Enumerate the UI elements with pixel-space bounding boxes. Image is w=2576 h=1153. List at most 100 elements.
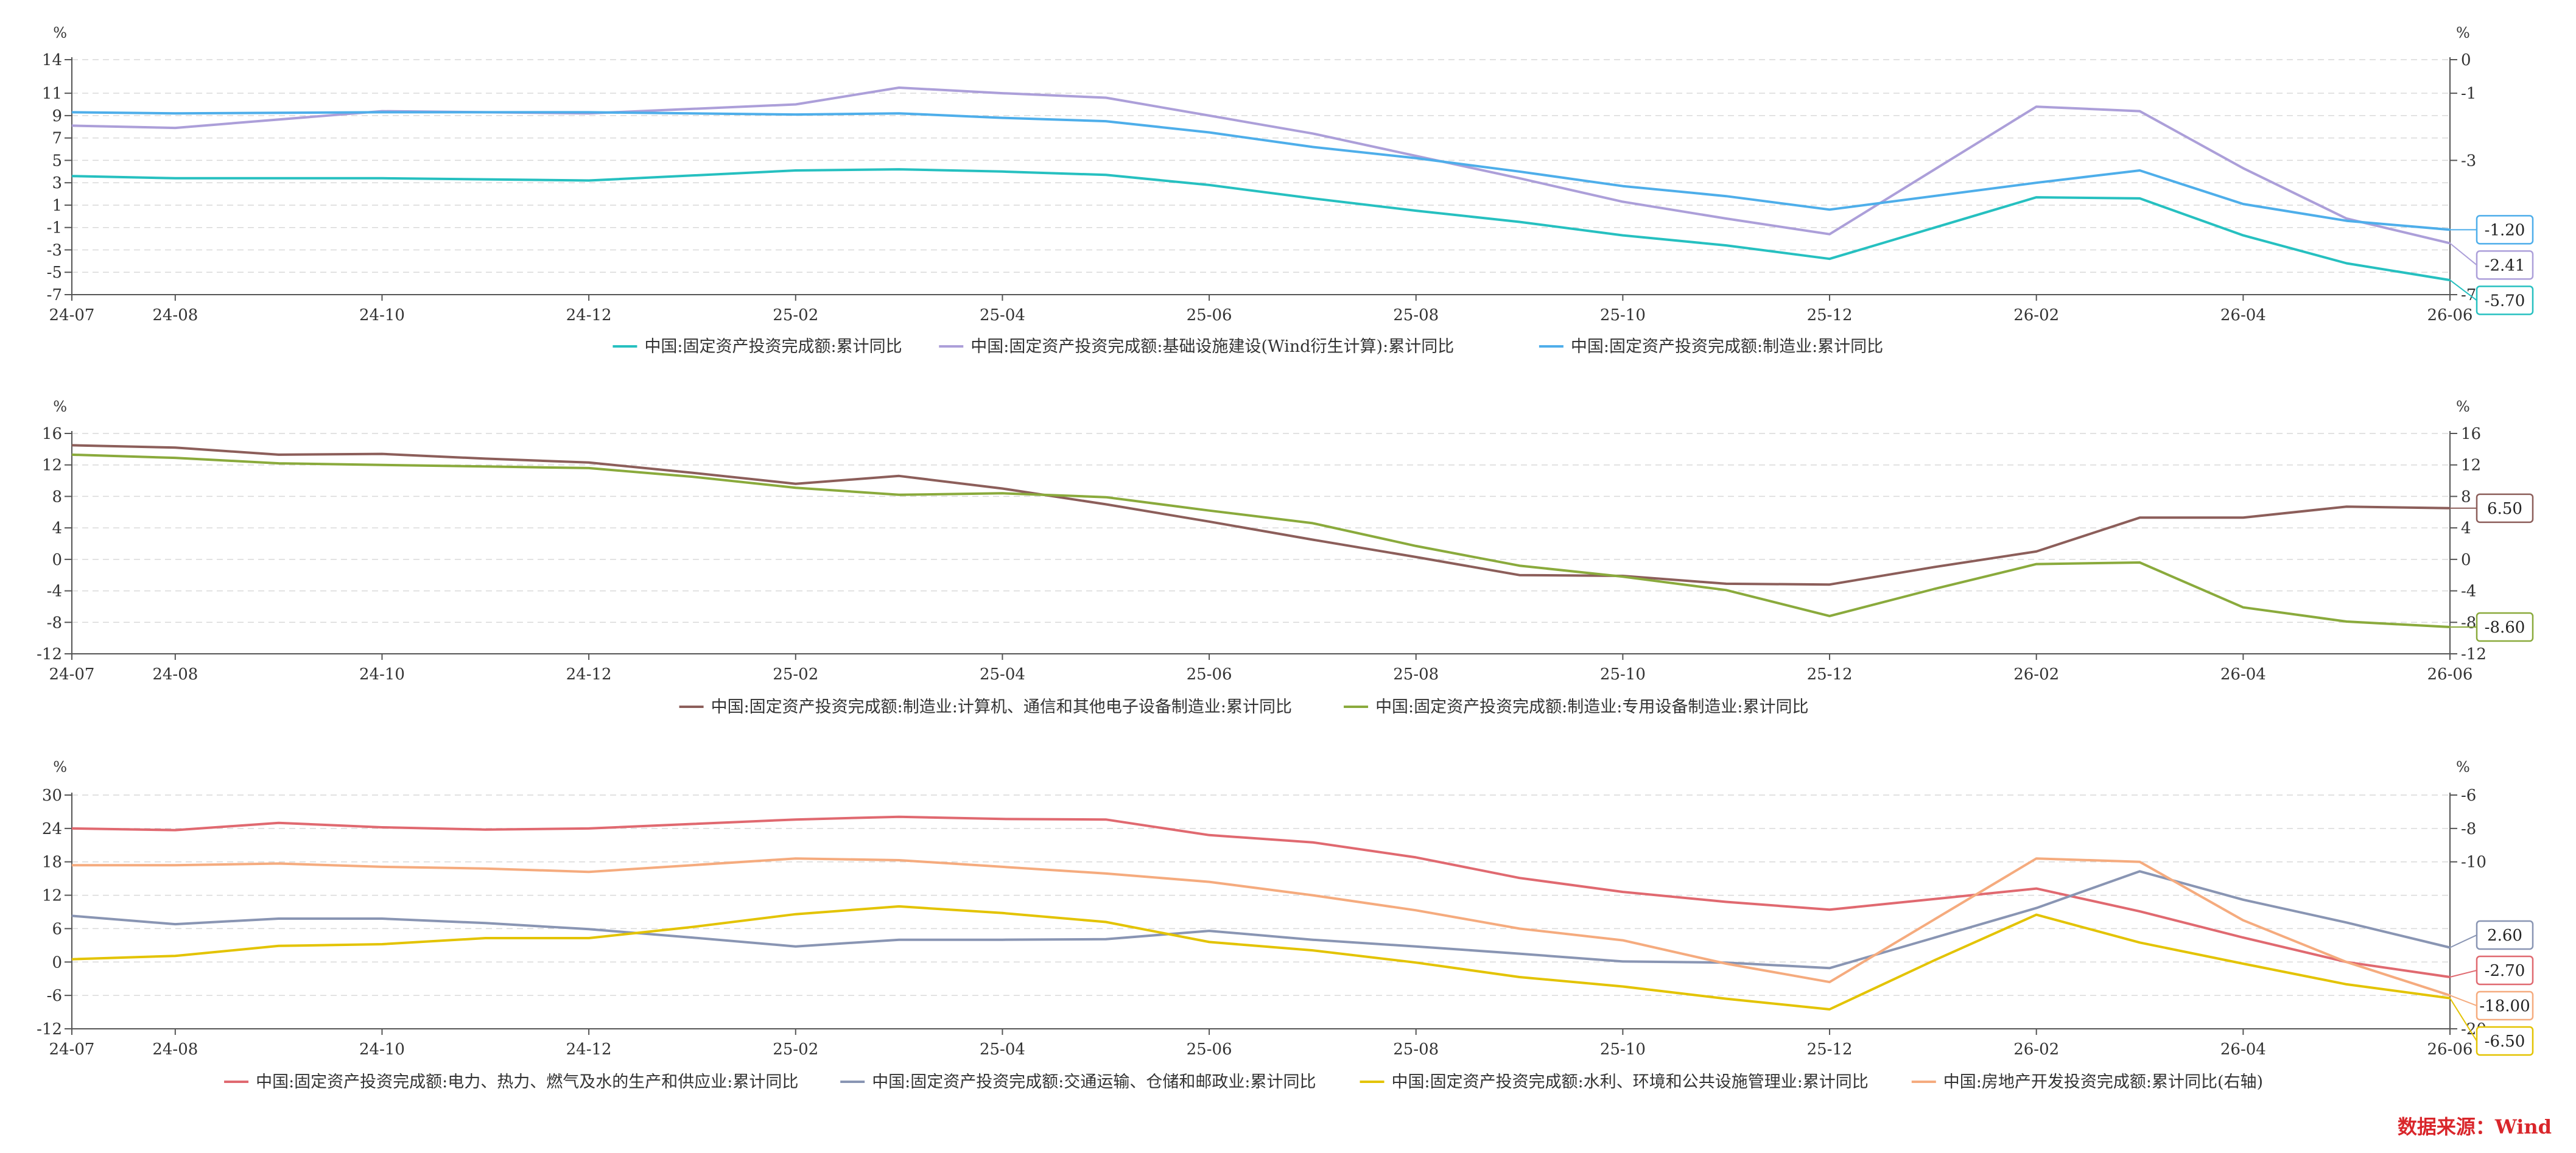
x-tick-label: 26-06 [2427, 1040, 2473, 1059]
x-tick-label: 25-06 [1187, 306, 1232, 324]
right-tick-label: 8 [2461, 488, 2471, 506]
x-tick-label: 24-12 [566, 665, 612, 684]
left-tick-label: 0 [52, 953, 62, 972]
legend-label-3: 中国:固定资产投资完成额:制造业:累计同比 [1571, 337, 1883, 356]
right-axis-unit: % [2456, 24, 2470, 41]
right-tick-label: -10 [2461, 853, 2487, 872]
end-label-1: -2.70 [2485, 962, 2525, 980]
series-line-1 [71, 815, 2451, 978]
right-tick-label: 16 [2461, 425, 2481, 443]
left-tick-label: 12 [42, 457, 62, 475]
end-label-box [2476, 493, 2534, 524]
end-label-box [2476, 1026, 2534, 1056]
end-label-pointer [2449, 279, 2477, 301]
left-tick-label: -8 [47, 614, 62, 632]
end-label-4: -18.00 [2479, 997, 2530, 1015]
left-tick-label: -4 [47, 583, 62, 601]
left-tick-label: 14 [42, 51, 62, 69]
x-tick-label: 26-04 [2220, 306, 2266, 324]
series-line-4 [72, 857, 2451, 997]
end-label-1: 6.50 [2487, 500, 2522, 518]
x-tick-label: 24-07 [49, 306, 95, 324]
x-tick-label: 24-08 [152, 306, 198, 324]
end-label-box [2476, 955, 2534, 986]
x-tick-label: 25-08 [1393, 1040, 1439, 1059]
x-tick-label: 25-04 [980, 1040, 1025, 1059]
left-tick-label: 7 [52, 130, 62, 148]
legend-label-3: 中国:固定资产投资完成额:水利、环境和公共设施管理业:累计同比 [1392, 1073, 1869, 1092]
left-tick-label: 1 [52, 197, 62, 215]
end-label-box [2476, 250, 2534, 280]
left-tick-label: 18 [42, 853, 62, 872]
x-tick-label: 25-06 [1187, 1040, 1232, 1059]
x-tick-label: 26-06 [2427, 306, 2473, 324]
legend-label-1: 中国:固定资产投资完成额:电力、热力、燃气及水的生产和供应业:累计同比 [256, 1073, 798, 1092]
end-label-pointer [2449, 242, 2477, 266]
left-tick-label: -5 [47, 264, 62, 282]
x-tick-label: 24-12 [566, 1040, 612, 1059]
right-tick-label: 0 [2461, 551, 2471, 569]
end-label-box [2476, 990, 2534, 1021]
x-tick-label: 25-02 [773, 1040, 818, 1059]
x-tick-label: 24-08 [152, 1040, 198, 1059]
series-line-2 [71, 453, 2451, 628]
left-tick-label: 24 [42, 820, 62, 838]
x-tick-label: 25-10 [1600, 1040, 1646, 1059]
legend-label-1: 中国:固定资产投资完成额:累计同比 [644, 337, 902, 356]
x-tick-label: 25-12 [1807, 306, 1853, 324]
legend-label-4: 中国:房地产开发投资完成额:累计同比(右轴) [1943, 1073, 2263, 1092]
left-tick-label: 4 [52, 519, 62, 538]
series-line-2 [71, 86, 2451, 245]
x-tick-label: 25-06 [1187, 665, 1232, 684]
left-tick-label: 30 [42, 787, 62, 805]
right-tick-label: 0 [2461, 51, 2471, 69]
legend-label-2: 中国:固定资产投资完成额:制造业:专用设备制造业:累计同比 [1375, 698, 1808, 717]
x-tick-label: 25-12 [1807, 665, 1853, 684]
x-tick-label: 24-07 [49, 665, 95, 684]
x-tick-label: 24-10 [359, 306, 405, 324]
end-label-3: -6.50 [2485, 1032, 2525, 1051]
x-tick-label: 24-08 [152, 665, 198, 684]
x-tick-label: 26-02 [2013, 1040, 2059, 1059]
right-tick-label: -8 [2461, 820, 2476, 838]
end-label-2: 2.60 [2487, 927, 2522, 945]
left-axis-unit: % [53, 24, 67, 41]
right-tick-label: -12 [2461, 645, 2487, 664]
legend-label-1: 中国:固定资产投资完成额:制造业:计算机、通信和其他电子设备制造业:累计同比 [711, 698, 1292, 717]
right-tick-label: -3 [2461, 152, 2476, 170]
x-tick-label: 25-02 [773, 306, 818, 324]
x-tick-label: 25-08 [1393, 306, 1439, 324]
end-label-pointer [2449, 995, 2477, 1006]
right-tick-label: -4 [2461, 583, 2476, 601]
end-label-3: -1.20 [2485, 221, 2525, 239]
left-tick-label: 16 [42, 425, 62, 443]
legend-label-2: 中国:固定资产投资完成额:交通运输、仓储和邮政业:累计同比 [872, 1073, 1316, 1092]
series-line-3 [71, 905, 2451, 1011]
end-label-box [2476, 920, 2534, 950]
right-tick-label: -1 [2461, 85, 2476, 103]
right-axis-unit: % [2456, 759, 2470, 776]
end-label-2: -2.41 [2485, 256, 2525, 275]
x-tick-label: 24-07 [49, 1040, 95, 1059]
x-tick-label: 24-10 [359, 665, 405, 684]
left-tick-label: 5 [52, 152, 62, 170]
x-tick-label: 25-02 [773, 665, 818, 684]
right-axis-unit: % [2456, 398, 2470, 415]
left-tick-label: -1 [47, 219, 62, 237]
x-tick-label: 26-04 [2220, 1040, 2266, 1059]
left-tick-label: -3 [47, 241, 62, 259]
chart-1: % % 14 11 9 7 5 3 1 -1 -3 -5 -7 0 -1 -3 -7 24-07 24-08 24-1… [42, 24, 2534, 356]
x-tick-label: 24-12 [566, 306, 612, 324]
left-tick-label: 12 [42, 887, 62, 905]
right-tick-label: -7 [2461, 286, 2476, 304]
left-tick-label: 6 [52, 920, 62, 938]
end-label-box [2476, 612, 2534, 642]
left-tick-label: 0 [52, 551, 62, 569]
x-tick-label: 26-02 [2013, 665, 2059, 684]
left-tick-label: -12 [37, 645, 62, 664]
end-label-pointer [2449, 998, 2477, 1042]
x-tick-label: 26-04 [2220, 665, 2266, 684]
x-tick-label: 24-10 [359, 1040, 405, 1059]
left-axis-unit: % [53, 398, 67, 415]
